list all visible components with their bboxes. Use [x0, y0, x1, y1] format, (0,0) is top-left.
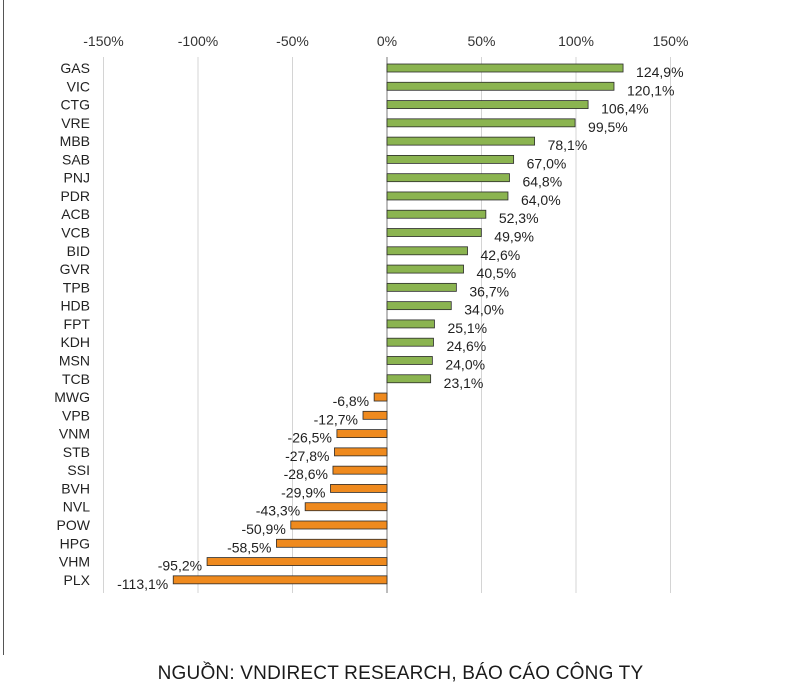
x-tick-label: -150%: [83, 33, 123, 49]
data-label: -27,8%: [285, 448, 329, 464]
data-label: -6,8%: [333, 393, 370, 409]
category-label: VRE: [61, 115, 90, 131]
data-label: -58,5%: [227, 539, 271, 555]
category-label: VNM: [59, 426, 90, 442]
data-label: 36,7%: [469, 283, 509, 299]
category-label: TPB: [63, 279, 90, 295]
category-label: SAB: [62, 151, 90, 167]
data-label: 64,0%: [521, 192, 561, 208]
bar: [332, 465, 388, 475]
data-label: -28,6%: [284, 466, 328, 482]
data-label: -95,2%: [158, 558, 202, 574]
category-label: VHM: [59, 554, 90, 570]
category-label: STB: [63, 444, 90, 460]
data-label: 52,3%: [499, 210, 539, 226]
bar: [386, 374, 432, 384]
bar: [386, 136, 536, 146]
category-label: PDR: [60, 188, 90, 204]
data-label: -50,9%: [241, 521, 285, 537]
x-tick-label: 0%: [377, 33, 397, 49]
category-label: GAS: [60, 60, 90, 76]
category-label: CTG: [60, 97, 90, 113]
bar: [386, 319, 435, 329]
category-label: MSN: [59, 352, 90, 368]
category-label: HPG: [60, 535, 90, 551]
category-label: SSI: [67, 462, 90, 478]
category-label: VCB: [61, 225, 90, 241]
bar: [386, 282, 457, 292]
data-label: 124,9%: [636, 64, 683, 80]
data-label: -29,9%: [281, 484, 325, 500]
bar: [386, 301, 452, 311]
category-label: ACB: [61, 206, 90, 222]
category-label: HDB: [60, 298, 90, 314]
data-label: 64,8%: [522, 174, 562, 190]
bar: [386, 173, 510, 183]
data-label: 49,9%: [494, 229, 534, 245]
data-label: 24,0%: [445, 356, 485, 372]
bar-chart: -150% -100% -50% 0% 50% 100% 150% GAS 124,9% VIC 1…: [54, 33, 689, 593]
category-label: PLX: [64, 572, 91, 588]
bar: [386, 356, 433, 365]
data-label: 23,1%: [444, 375, 484, 391]
source-note: NGUỒN: VNDIRECT RESEARCH, BÁO CÁO CÔNG T…: [157, 663, 644, 684]
data-label: 40,5%: [477, 265, 517, 281]
category-label: MBB: [60, 133, 90, 149]
data-label: -113,1%: [117, 576, 168, 592]
bar: [290, 520, 388, 530]
x-tick-label: -100%: [178, 33, 218, 49]
category-label: KDH: [60, 334, 90, 350]
data-label: -26,5%: [288, 430, 332, 446]
frame-border: [3, 0, 4, 655]
category-label: PNJ: [64, 170, 90, 186]
data-label: 67,0%: [527, 155, 567, 171]
x-tick-label: 150%: [653, 33, 689, 49]
data-label: 120,1%: [627, 82, 674, 98]
bar: [386, 154, 515, 164]
bar: [386, 191, 509, 201]
category-label: POW: [57, 517, 91, 533]
category-label: VPB: [62, 407, 90, 423]
bar: [386, 118, 576, 128]
bar: [386, 81, 615, 91]
bar: [276, 538, 388, 548]
x-tick-label: 100%: [558, 33, 594, 49]
bar: [304, 502, 388, 512]
category-label: BID: [67, 243, 90, 259]
category-label: NVL: [63, 499, 90, 515]
bar: [334, 447, 388, 457]
x-tick-label: -50%: [276, 33, 309, 49]
x-tick-label: 50%: [467, 33, 495, 49]
bar: [172, 575, 388, 585]
bar: [386, 264, 464, 274]
category-label: GVR: [60, 261, 90, 277]
data-label: -43,3%: [256, 503, 300, 519]
bar: [206, 557, 388, 566]
category-label: MWG: [54, 389, 90, 405]
bar: [386, 209, 487, 219]
data-label: 106,4%: [601, 101, 648, 117]
data-label: 99,5%: [588, 119, 628, 135]
data-label: 78,1%: [548, 137, 588, 153]
bar: [386, 228, 482, 237]
bar: [386, 100, 589, 109]
data-label: 24,6%: [446, 338, 486, 354]
data-label: 42,6%: [481, 247, 521, 263]
bar: [330, 484, 388, 493]
data-label: 34,0%: [464, 302, 504, 318]
category-label: TCB: [62, 371, 90, 387]
bar: [336, 429, 388, 439]
category-label: BVH: [61, 480, 90, 496]
data-label: 25,1%: [447, 320, 487, 336]
bar: [386, 337, 434, 347]
bar: [386, 246, 468, 256]
data-label: -12,7%: [314, 411, 358, 427]
bar: [386, 63, 624, 73]
bar: [362, 410, 388, 420]
bar: [373, 392, 388, 402]
category-label: VIC: [67, 78, 90, 94]
category-label: FPT: [64, 316, 91, 332]
